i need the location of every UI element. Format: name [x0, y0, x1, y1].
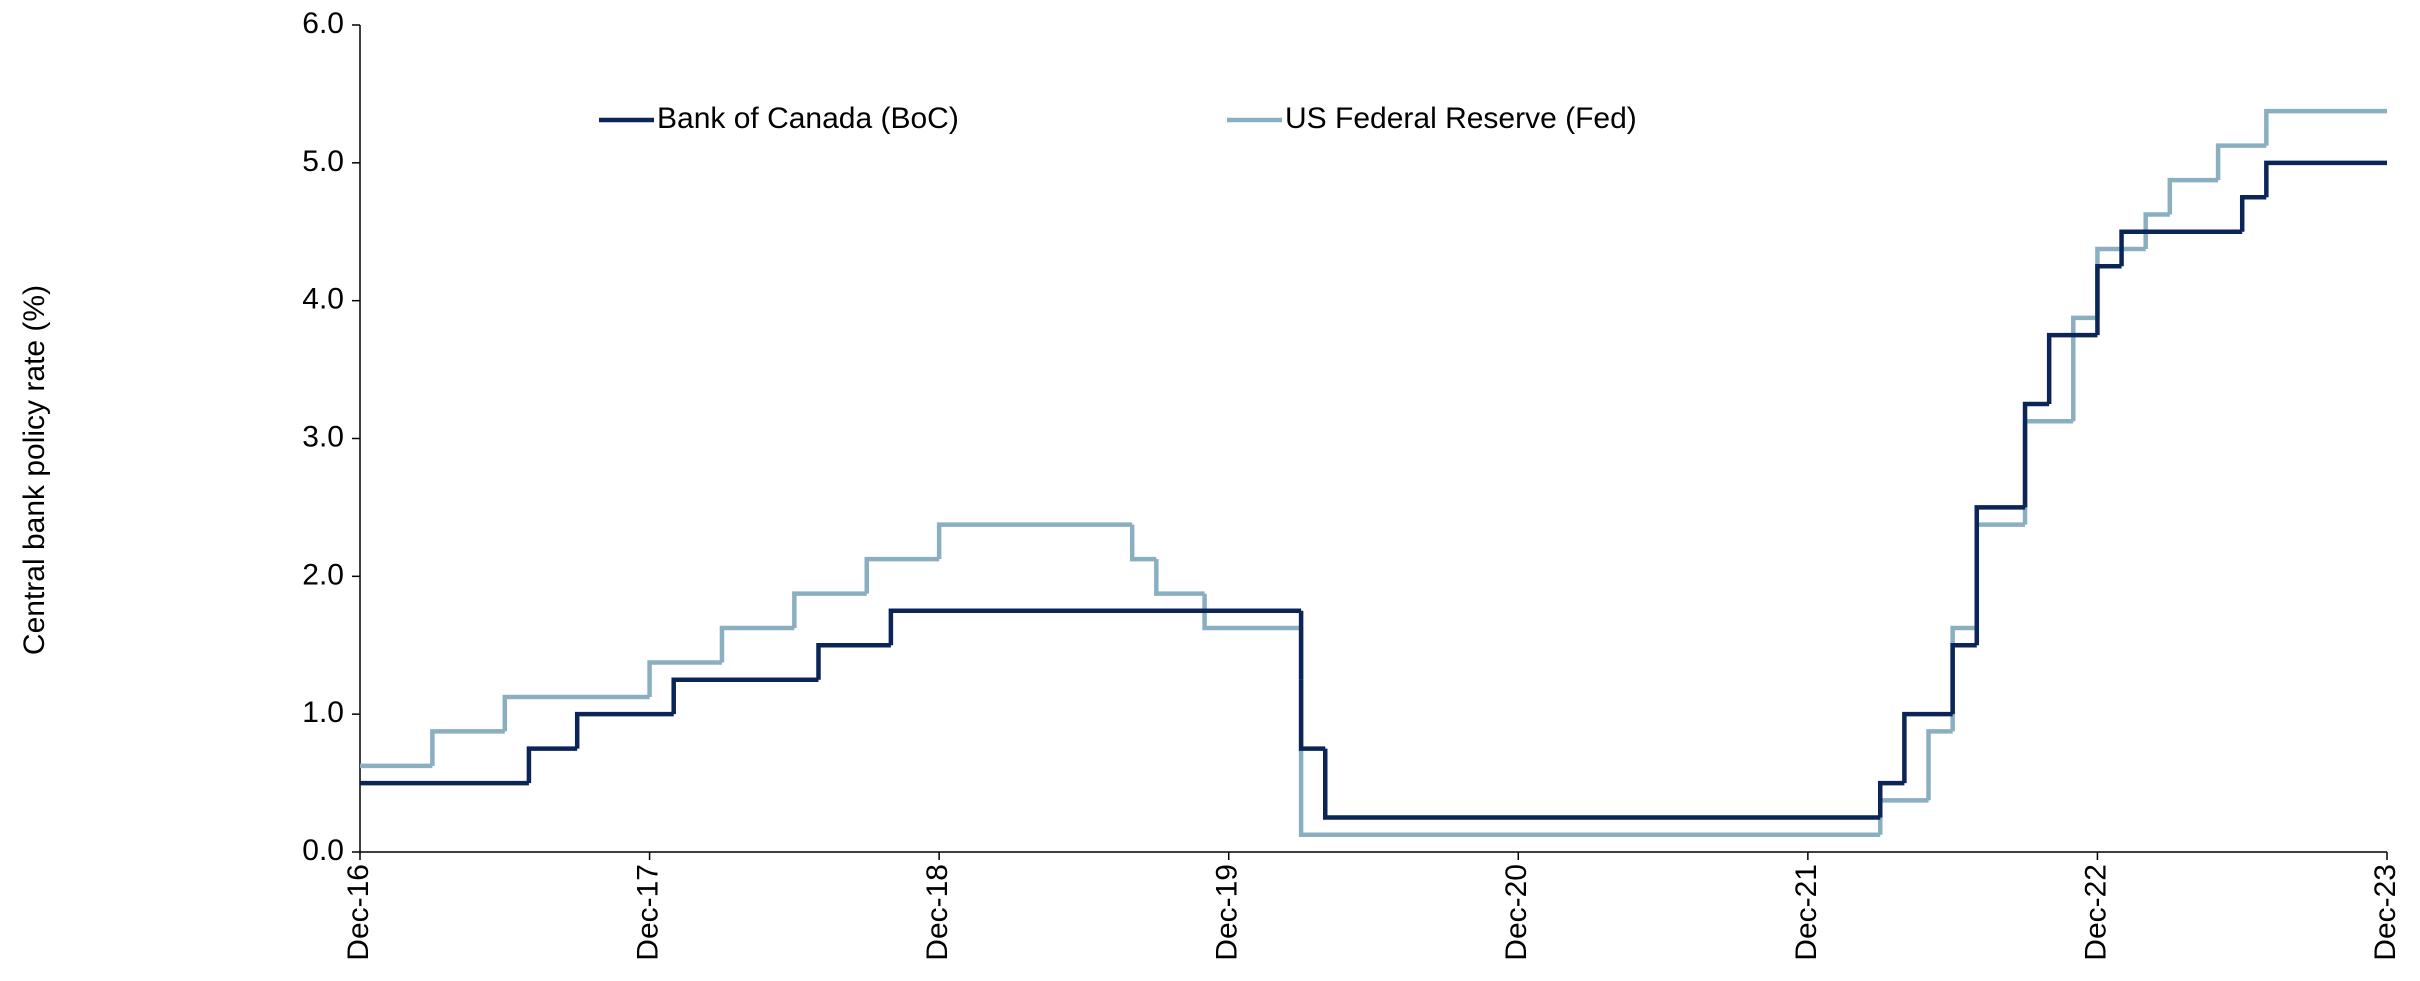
y-tick-label: 2.0: [302, 558, 344, 591]
legend-label: Bank of Canada (BoC): [657, 102, 959, 135]
step-segment: [2239, 195, 2267, 232]
y-tick-label: 1.0: [302, 696, 344, 729]
step-segment: [1974, 505, 2026, 646]
x-tick-label: Dec-17: [631, 864, 664, 961]
x-tick-label: Dec-19: [1211, 864, 1244, 961]
step-segment: [936, 522, 1133, 560]
y-axis-label: Central bank policy rate (%): [18, 285, 51, 655]
x-tick-label: Dec-18: [921, 864, 954, 961]
step-segment: [1878, 798, 1929, 835]
y-tick-label: 3.0: [302, 420, 344, 453]
x-tick-label: Dec-20: [1500, 864, 1533, 961]
step-segment: [647, 660, 722, 697]
step-segment: [2167, 177, 2219, 215]
step-segment: [2095, 263, 2122, 336]
step-segment: [2264, 108, 2387, 146]
step-segment: [526, 746, 578, 784]
step-segment: [1322, 748, 1881, 820]
step-segment: [1129, 524, 1157, 562]
legend-label: US Federal Reserve (Fed): [1285, 102, 1637, 135]
y-tick-label: 4.0: [302, 283, 344, 316]
step-segment: [1298, 679, 1326, 751]
step-segment: [671, 677, 819, 715]
step-segment: [1926, 729, 1953, 801]
y-tick-label: 5.0: [302, 145, 344, 178]
x-tick-label: Dec-16: [342, 864, 375, 961]
step-segment: [502, 694, 650, 732]
step-segment: [864, 556, 940, 594]
step-segment: [1950, 643, 1977, 715]
step-segment: [888, 608, 1302, 646]
y-tick-label: 0.0: [302, 834, 344, 867]
step-segment: [2022, 401, 2050, 508]
x-tick-label: Dec-21: [1790, 864, 1823, 961]
step-segment: [2022, 419, 2074, 525]
step-segment: [2143, 212, 2170, 249]
step-segment: [1878, 780, 1905, 818]
step-segment: [1298, 696, 1881, 838]
x-tick-label: Dec-23: [2369, 864, 2402, 961]
step-segment: [1202, 593, 1302, 631]
x-tick-label: Dec-22: [2079, 864, 2112, 961]
step-segment: [719, 625, 795, 663]
step-segment: [816, 643, 891, 680]
step-segment: [2215, 143, 2267, 181]
y-tick-label: 6.0: [302, 7, 344, 40]
step-segment: [792, 591, 867, 629]
step-segment: [430, 729, 505, 766]
step-segment: [1902, 711, 1953, 784]
step-segment: [1154, 559, 1205, 596]
step-segment: [2046, 332, 2098, 405]
step-segment: [2264, 160, 2387, 198]
step-segment: [574, 711, 674, 749]
step-segment: [1974, 522, 2026, 629]
step-segment: [2119, 229, 2243, 267]
step-segment: [2071, 315, 2098, 422]
